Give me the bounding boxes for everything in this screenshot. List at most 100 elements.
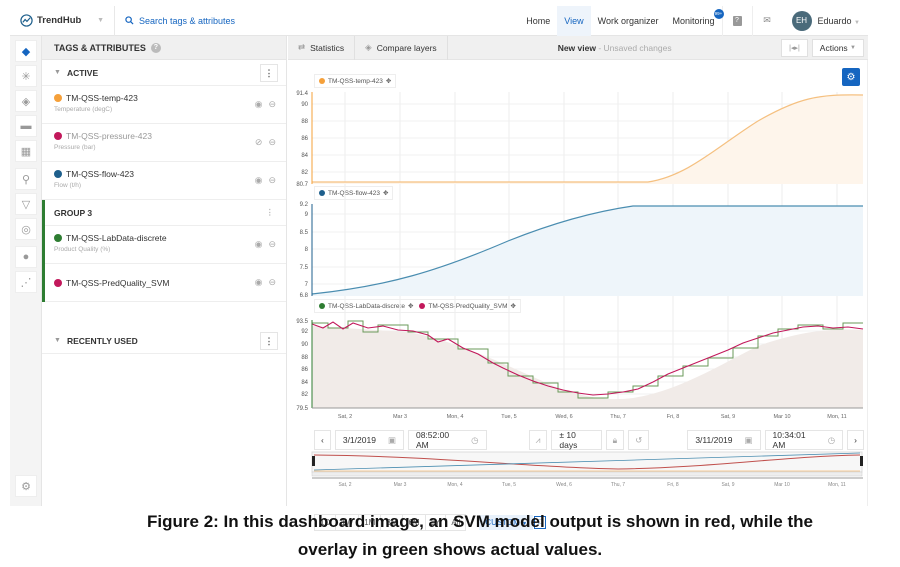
next-button[interactable]: › xyxy=(847,430,864,450)
nav-view[interactable]: View xyxy=(557,5,591,36)
compare-layers-button[interactable]: ◈ Compare layers xyxy=(355,35,448,60)
history-button[interactable]: ↺ xyxy=(628,430,650,450)
tag-item-pressure[interactable]: TM-QSS-pressure-423 Pressure (bar) ⊘ ⊖ xyxy=(42,124,286,162)
fit-width-icon: |◂▸| xyxy=(789,44,800,52)
view-title: New view - Unsaved changes xyxy=(558,43,672,53)
tag-item-svm[interactable]: TM-QSS-PredQuality_SVM ◉ ⊖ xyxy=(45,264,286,302)
svg-text:Thu, 7: Thu, 7 xyxy=(610,414,626,420)
svg-text:Thu, 7: Thu, 7 xyxy=(611,482,625,488)
eye-icon[interactable]: ◉ xyxy=(254,99,263,109)
layers-icon[interactable]: ◈ xyxy=(15,90,37,112)
comment-icon[interactable]: ▬ xyxy=(15,115,37,137)
active-section-header[interactable]: ▼ ACTIVE ⋮ xyxy=(42,60,286,86)
navigator-scrollbar[interactable] xyxy=(311,471,863,477)
chart-type-button[interactable]: ⩘ xyxy=(528,430,548,450)
start-date-field[interactable]: 3/1/2019 ▣ xyxy=(334,430,404,450)
tag-icon[interactable]: ◆ xyxy=(15,40,37,62)
fingerprint-icon[interactable]: ◎ xyxy=(15,218,37,240)
recent-menu-button[interactable]: ⋮ xyxy=(260,332,278,350)
remove-icon[interactable]: ⊖ xyxy=(268,277,276,287)
chart-settings-button[interactable]: ⚙ xyxy=(842,68,860,86)
remove-icon[interactable]: ⊖ xyxy=(268,175,276,185)
graph-icon[interactable]: ⋰ xyxy=(15,271,37,293)
timeline-navigator[interactable]: Sat, 2 Mar 3 Mon, 4 Tue, 5 Wed, 6 Thu, 7 Fri, … xyxy=(311,451,863,488)
eye-off-icon[interactable]: ⊘ xyxy=(254,137,263,147)
navigator-handle-right[interactable] xyxy=(860,456,863,466)
color-dot xyxy=(54,234,62,242)
move-icon[interactable]: ✥ xyxy=(385,78,392,85)
filter-icon[interactable]: ▽ xyxy=(15,193,37,215)
tag-unit: Flow (t/h) xyxy=(54,182,82,189)
move-icon[interactable]: ✥ xyxy=(383,190,389,197)
search-tags-input[interactable]: Search tags & attributes xyxy=(115,16,235,26)
actions-button[interactable]: Actions ▼ xyxy=(811,38,864,57)
statistics-button[interactable]: ⇄ Statistics xyxy=(288,35,356,60)
custom-range-dropdown[interactable]: CUSTOM ▼ xyxy=(479,515,534,530)
end-time-field[interactable]: 10:34:01 AM ◷ xyxy=(764,430,844,450)
svg-text:92: 92 xyxy=(301,329,308,335)
tag-item-temp[interactable]: TM-QSS-temp-423 Temperature (degC) ◉ ⊖ xyxy=(42,86,286,124)
navigator-handle-left[interactable] xyxy=(312,456,315,466)
color-dot xyxy=(54,170,62,178)
remove-icon[interactable]: ⊖ xyxy=(268,137,276,147)
dashboard-icon[interactable]: ▦ xyxy=(15,140,37,162)
top-bar: TrendHub ▼ Search tags & attributes Home… xyxy=(10,5,868,36)
svg-text:7: 7 xyxy=(305,282,309,288)
remove-icon[interactable]: ⊖ xyxy=(268,99,276,109)
search-placeholder: Search tags & attributes xyxy=(139,15,236,26)
tag-name: TM-QSS-pressure-423 xyxy=(66,131,152,141)
help-button[interactable]: ? xyxy=(721,5,752,36)
nav-monitoring[interactable]: Monitoring 99+ xyxy=(665,6,724,36)
search-icon[interactable]: ⚲ xyxy=(15,168,37,190)
app-logo[interactable]: TrendHub ▼ xyxy=(10,5,115,36)
remove-icon[interactable]: ⊖ xyxy=(268,239,276,249)
compare-label: Compare layers xyxy=(376,42,437,53)
calendar-button[interactable]: □ xyxy=(534,516,547,529)
tag-item-flow[interactable]: TM-QSS-flow-423 Flow (t/h) ◉ ⊖ xyxy=(42,162,286,200)
group-menu-icon[interactable]: ⋮ xyxy=(265,207,275,217)
quality-chart: 93.5 92 90 88 86 84 82 79.5 Sat, 2 Mar 3 Mon, 4 Tu… xyxy=(296,319,864,420)
legend-flow[interactable]: TM-QSS-flow-423 ✥ xyxy=(314,186,394,200)
range-1d[interactable]: 1D xyxy=(314,514,337,531)
envelope-icon: ✉ xyxy=(763,15,771,25)
asterisk-icon[interactable]: ✳ xyxy=(15,65,37,87)
calendar-icon: ▣ xyxy=(387,434,396,445)
eye-icon[interactable]: ◉ xyxy=(254,277,263,287)
lock-button[interactable]: 🔒︎ xyxy=(605,430,625,450)
start-time-field[interactable]: 08:52:00 AM ◷ xyxy=(407,430,487,450)
tag-item-labdata[interactable]: TM-QSS-LabData-discrete Product Quality … xyxy=(45,226,286,264)
messages-button[interactable]: ✉ xyxy=(751,5,782,36)
lightbulb-icon[interactable]: ● xyxy=(15,246,37,268)
nav-home[interactable]: Home xyxy=(526,15,551,26)
user-menu[interactable]: Eduardo ▼ xyxy=(818,16,861,26)
range-all[interactable]: All xyxy=(445,514,467,531)
trendhub-app: TrendHub ▼ Search tags & attributes Home… xyxy=(10,5,868,531)
eye-icon[interactable]: ◉ xyxy=(254,239,263,249)
svg-text:Mar 3: Mar 3 xyxy=(393,414,407,420)
fit-button[interactable]: |◂▸| xyxy=(781,38,808,57)
color-dot xyxy=(419,303,426,309)
legend-quality[interactable]: TM-QSS-LabData-discrete ✥ TM-QSS-PredQual… xyxy=(314,299,521,313)
gear-icon[interactable]: ⚙ xyxy=(15,475,37,497)
nav-work-organizer[interactable]: Work organizer xyxy=(597,15,659,26)
span-value: ± 10 days xyxy=(559,430,578,450)
help-icon[interactable]: ? xyxy=(150,42,161,53)
color-dot xyxy=(319,303,325,309)
svg-text:90: 90 xyxy=(301,342,308,348)
move-icon[interactable]: ✥ xyxy=(510,303,516,310)
chevron-down-icon: ▼ xyxy=(850,44,856,51)
statistics-label: Statistics xyxy=(310,42,345,53)
span-field[interactable]: ± 10 days xyxy=(551,430,602,450)
svg-text:7.5: 7.5 xyxy=(300,265,309,271)
chevron-down-icon: ▼ xyxy=(522,521,528,527)
avatar[interactable]: EH xyxy=(791,10,812,31)
prev-button[interactable]: ‹ xyxy=(314,430,331,450)
move-icon[interactable]: ✥ xyxy=(407,303,414,310)
group-header[interactable]: GROUP 3 ⋮ xyxy=(45,200,286,226)
recent-section-header[interactable]: ▼ RECENTLY USED ⋮ xyxy=(42,328,286,354)
legend-temp[interactable]: TM-QSS-temp-423 ✥ xyxy=(314,74,397,88)
active-menu-button[interactable]: ⋮ xyxy=(260,64,278,82)
eye-icon[interactable]: ◉ xyxy=(254,175,263,185)
end-date-field[interactable]: 3/11/2019 ▣ xyxy=(687,430,761,450)
